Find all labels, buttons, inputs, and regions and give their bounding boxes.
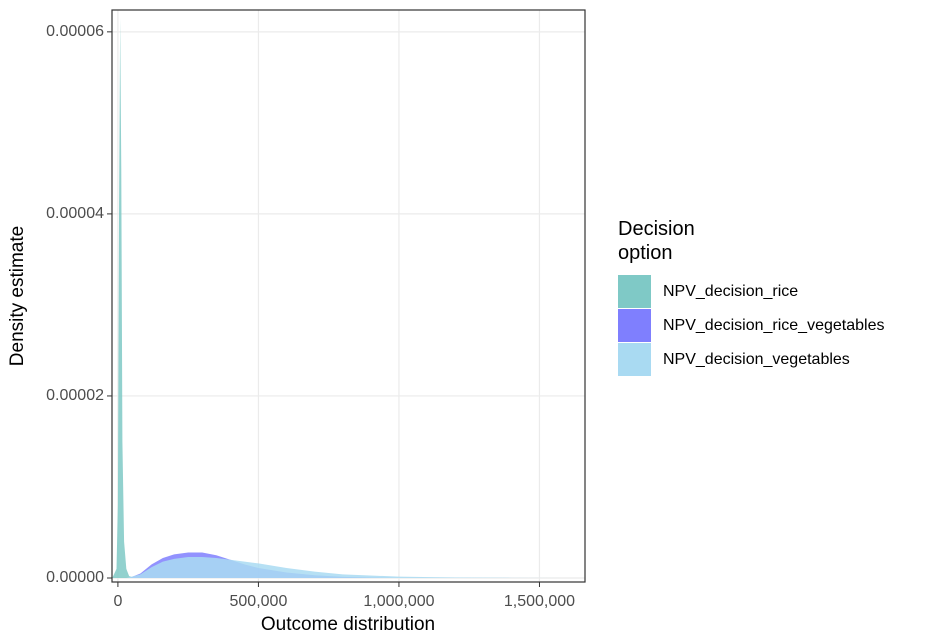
x-tick-label: 500,000 — [230, 593, 288, 610]
y-tick-label: 0.00006 — [46, 23, 104, 40]
legend-label: NPV_decision_rice_vegetables — [663, 317, 884, 334]
legend-title: Decision option — [618, 218, 695, 264]
panel-border — [111, 9, 586, 583]
density-area — [126, 557, 568, 578]
y-tick-label: 0.00000 — [46, 569, 104, 586]
legend-swatch — [618, 275, 651, 308]
x-tick-label: 1,000,000 — [363, 593, 434, 610]
density-area — [112, 18, 135, 578]
y-tick-label: 0.00004 — [46, 205, 104, 222]
x-tick-label: 1,500,000 — [504, 593, 575, 610]
y-tick-label: 0.00002 — [46, 387, 104, 404]
x-tick-label: 0 — [113, 593, 122, 610]
x-axis-title: Outcome distribution — [261, 614, 435, 635]
legend-swatch — [618, 309, 651, 342]
legend-label: NPV_decision_rice — [663, 283, 798, 300]
y-axis-title: Density estimate — [7, 226, 28, 366]
legend-label: NPV_decision_vegetables — [663, 351, 850, 368]
legend-swatch — [618, 343, 651, 376]
